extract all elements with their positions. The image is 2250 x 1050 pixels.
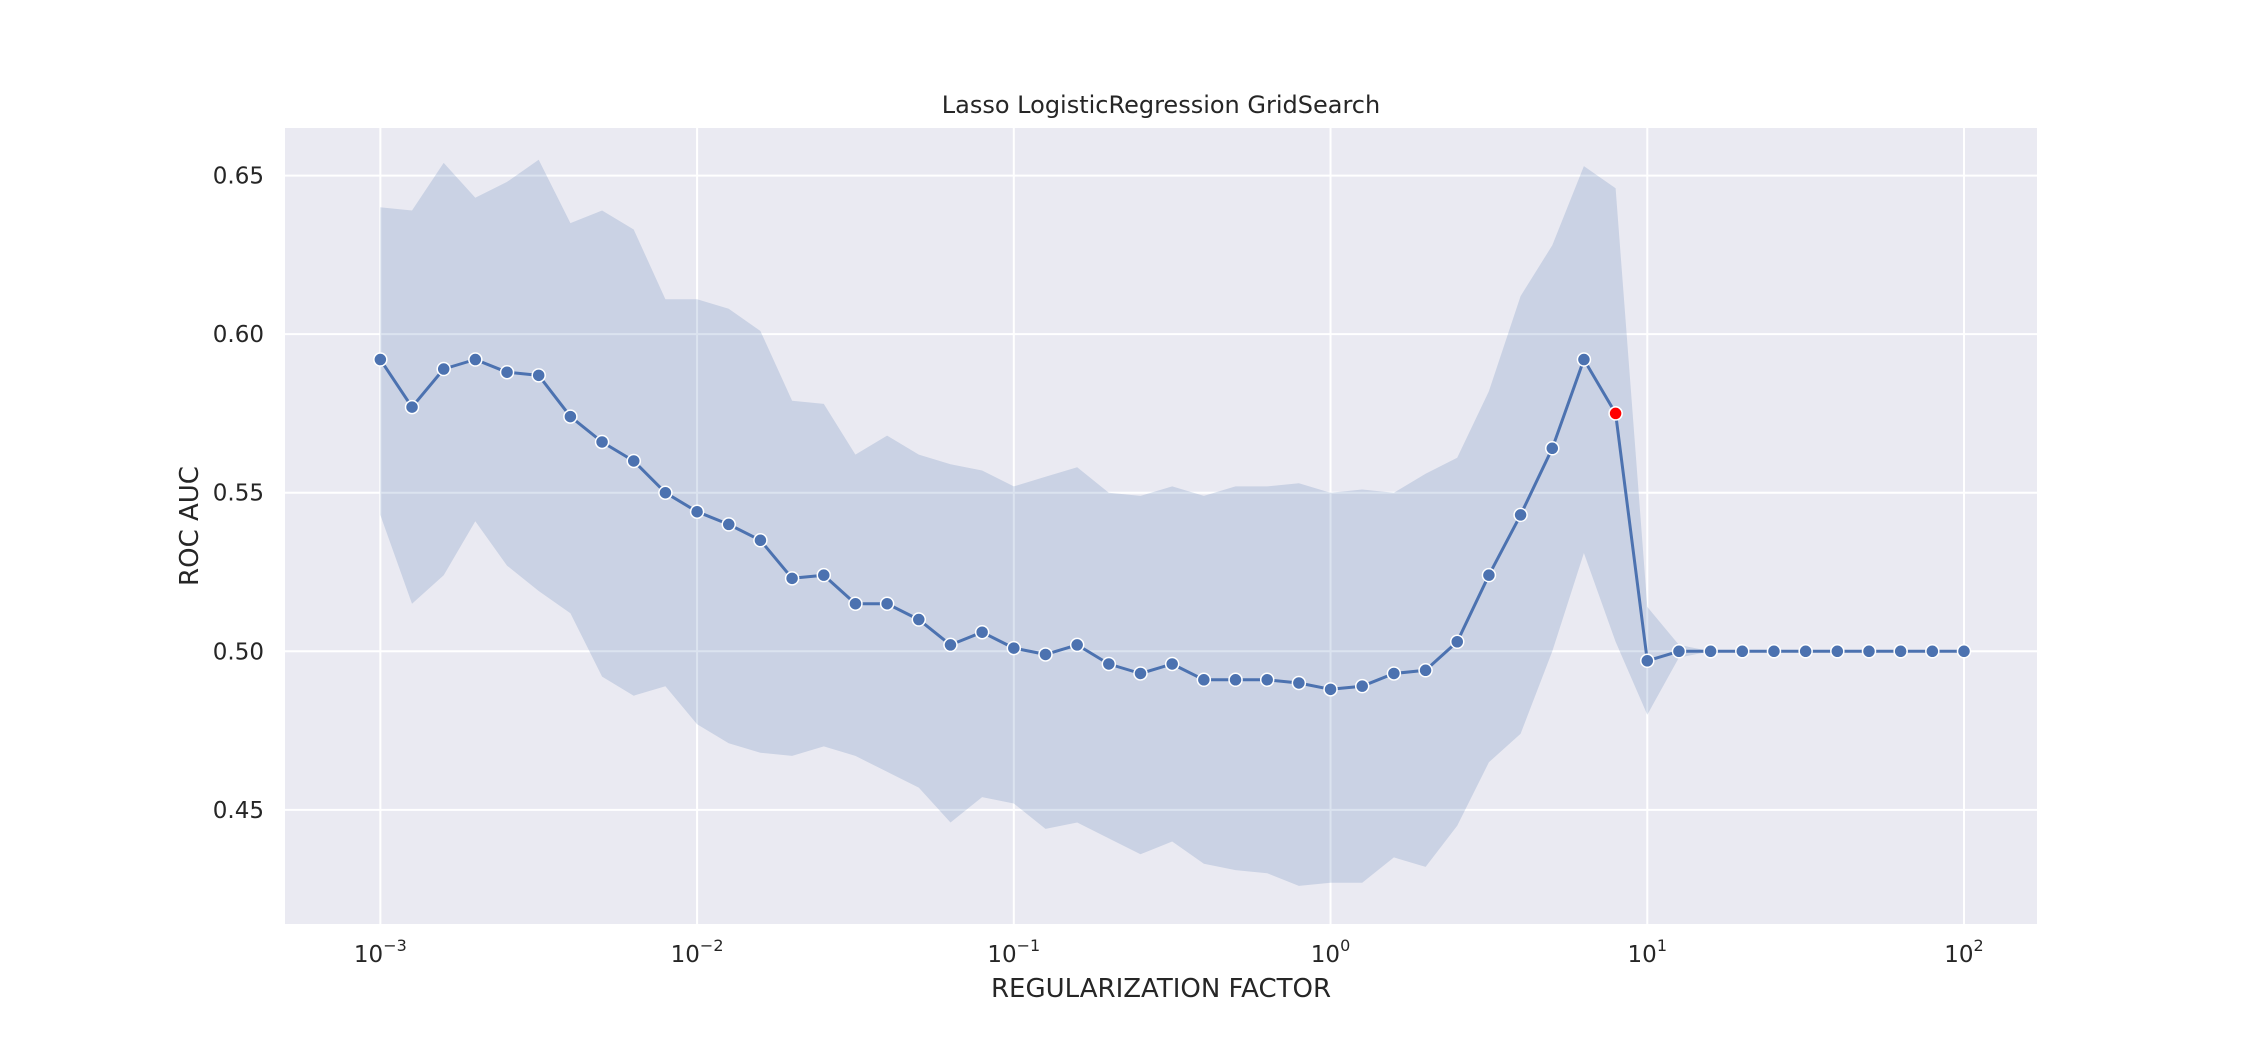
data-point [1259,672,1275,688]
data-point [1893,644,1908,659]
data-point [1323,682,1338,697]
x-tick-label: 101 [1628,936,1667,968]
data-point [1196,672,1212,688]
data-point [848,596,863,611]
data-point [1703,644,1718,659]
data-point [499,364,515,380]
y-tick-label: 0.45 [213,798,264,824]
data-point [1069,637,1085,653]
data-point [436,361,451,377]
x-tick-label: 102 [1944,936,1983,968]
data-point [721,517,736,532]
y-tick-label: 0.55 [213,481,264,507]
confidence-band [380,159,1964,886]
data-point [1101,656,1117,672]
y-axis-label: ROC AUC [175,466,205,586]
data-point [816,567,832,583]
x-tick-label: 10−1 [987,936,1040,968]
data-point [1228,672,1243,688]
data-point [1671,644,1687,659]
data-point [1545,441,1560,456]
x-axis-ticks: 10−3 10−2 10−1 100 101 102 [354,936,1984,968]
y-tick-label: 0.50 [213,639,264,665]
x-tick-label: 100 [1311,936,1350,968]
data-point [1766,644,1782,659]
x-tick-label: 10−3 [354,936,407,968]
data-point [1861,644,1877,659]
data-point [784,571,800,586]
y-axis-ticks: 0.45 0.50 0.55 0.60 0.65 [213,164,264,824]
data-point [753,533,768,548]
y-tick-label: 0.65 [213,164,264,190]
data-point [1038,647,1053,662]
data-point [1291,675,1307,691]
plot-area [285,128,2037,924]
chart-title: Lasso LogisticRegression GridSearch [942,91,1380,119]
data-point [1830,644,1845,659]
data-point [1449,634,1465,650]
data-point [1418,663,1433,678]
x-tick-label: 10−2 [671,936,724,968]
data-point [1576,352,1592,367]
data-point [911,612,927,627]
data-point [531,368,546,383]
data-point [943,637,958,653]
data-points [373,352,1972,697]
x-axis-label: REGULARIZATION FACTOR [991,974,1331,1004]
data-point [1513,507,1528,523]
data-point [879,596,895,611]
data-point [563,409,578,424]
data-point [1956,644,1972,659]
data-point [1925,644,1940,659]
data-point [373,352,388,367]
data-point [1354,678,1370,694]
data-point [468,352,483,367]
data-point [1481,567,1497,583]
data-point [1133,666,1148,681]
gridlines [285,128,2037,924]
data-point [1640,653,1655,669]
data-point [658,485,673,500]
data-point [1735,644,1750,659]
data-point [1798,644,1813,659]
data-point [974,624,990,640]
data-point [689,504,705,519]
data-point [626,453,641,469]
data-point [1386,666,1402,681]
data-point [594,434,610,450]
data-point [1164,656,1180,672]
best-point [1608,406,1623,421]
data-point [1006,640,1022,656]
y-tick-label: 0.60 [213,322,264,348]
data-point [404,399,420,415]
